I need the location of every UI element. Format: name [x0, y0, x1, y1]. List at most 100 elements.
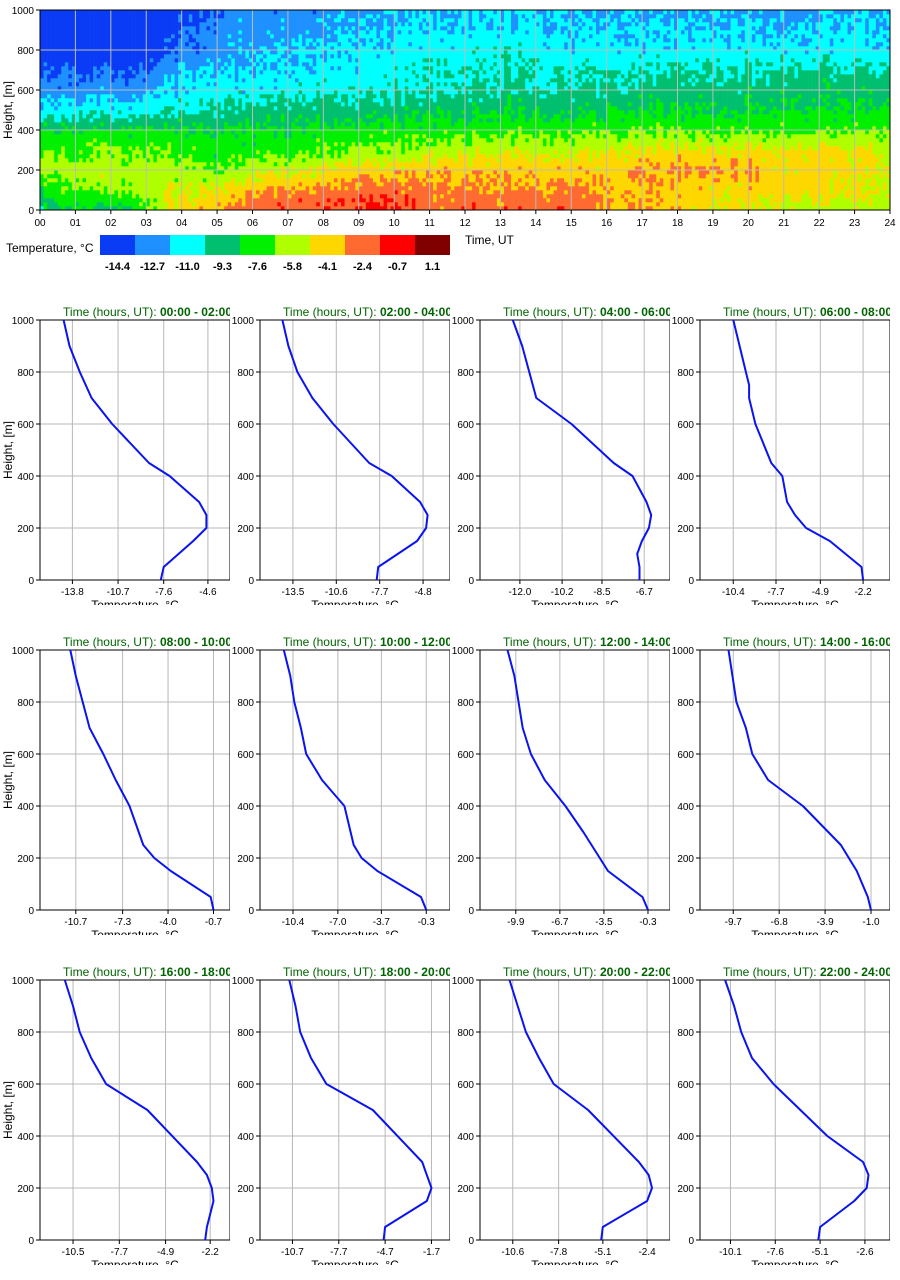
heatmap-cell — [57, 170, 62, 175]
heatmap-cell — [333, 162, 338, 167]
heatmap-cell — [213, 150, 218, 155]
heatmap-cell — [744, 174, 749, 179]
heatmap-cell — [43, 174, 48, 179]
heatmap-cell — [213, 126, 218, 131]
heatmap-cell — [681, 202, 685, 207]
heatmap-cell — [68, 146, 73, 151]
heatmap-cell — [397, 194, 402, 199]
heatmap-cell — [865, 178, 870, 183]
heatmap-cell — [376, 130, 381, 135]
heatmap-cell — [227, 206, 232, 211]
heatmap-cell — [783, 202, 788, 207]
heatmap-cell — [160, 202, 165, 207]
heatmap-cell — [107, 134, 112, 139]
heatmap-cell — [720, 158, 724, 163]
heatmap-cell — [114, 170, 119, 175]
heatmap-cell — [309, 198, 314, 203]
heatmap-cell — [624, 142, 629, 147]
heatmap-cell — [47, 206, 51, 211]
heatmap-cell — [606, 170, 611, 175]
heatmap-cell — [68, 186, 73, 191]
heatmap-cell — [394, 182, 399, 187]
heatmap-cell — [206, 154, 211, 159]
heatmap-cell — [86, 130, 90, 135]
heatmap-cell — [156, 158, 161, 163]
heatmap-cell — [245, 138, 250, 143]
heatmap-cell — [751, 190, 756, 195]
heatmap-cell — [805, 146, 809, 151]
heatmap-cell — [620, 186, 625, 191]
heatmap-cell — [712, 174, 717, 179]
heatmap-cell — [192, 198, 197, 203]
heatmap-cell — [592, 162, 597, 167]
heatmap-cell — [705, 130, 710, 135]
heatmap-cell — [808, 190, 813, 195]
heatmap-cell — [220, 130, 225, 135]
heatmap-cell — [277, 158, 282, 163]
heatmap-cell — [705, 138, 710, 143]
heatmap-cell — [557, 182, 561, 187]
heatmap-cell — [358, 162, 363, 167]
heatmap-cell — [507, 134, 512, 139]
heatmap-cell — [362, 198, 367, 203]
heatmap-cell — [596, 198, 600, 203]
heatmap-cell — [780, 198, 785, 203]
heatmap-cell — [496, 166, 501, 171]
heatmap-cell — [737, 134, 742, 139]
heatmap-cell — [149, 146, 154, 151]
heatmap-cell — [217, 134, 221, 139]
heatmap-cell — [716, 150, 721, 155]
heatmap-cell — [868, 150, 873, 155]
heatmap-cell — [585, 158, 590, 163]
heatmap-cell — [163, 158, 168, 163]
heatmap-cell — [457, 206, 462, 211]
heatmap-cell — [635, 146, 639, 151]
heatmap-cell — [507, 174, 512, 179]
heatmap-cell — [787, 206, 792, 211]
heatmap-cell — [390, 130, 395, 135]
heatmap-cell — [588, 194, 593, 199]
heatmap-cell — [858, 198, 862, 203]
heatmap-cell — [380, 130, 384, 135]
heatmap-cell — [812, 154, 816, 159]
heatmap-cell — [766, 162, 770, 167]
heatmap-cell — [355, 166, 360, 171]
heatmap-cell — [730, 126, 735, 131]
heatmap-cell — [748, 150, 753, 155]
heatmap-cell — [326, 126, 331, 131]
heatmap-cell — [507, 194, 512, 199]
heatmap-cell — [748, 142, 753, 147]
heatmap-cell — [702, 182, 707, 187]
heatmap-cell — [302, 134, 306, 139]
heatmap-cell — [337, 206, 342, 211]
heatmap-cell — [302, 150, 306, 155]
heatmap-cell — [266, 170, 271, 175]
heatmap-cell — [645, 134, 650, 139]
heatmap-cell — [684, 198, 689, 203]
heatmap-cell — [560, 202, 565, 207]
heatmap-cell — [121, 198, 126, 203]
heatmap-cell — [635, 206, 639, 211]
heatmap-cell — [748, 170, 753, 175]
heatmap-cell — [737, 146, 742, 151]
heatmap-cell — [574, 206, 579, 211]
heatmap-cell — [195, 202, 200, 207]
heatmap-cell — [259, 206, 264, 211]
heatmap-cell — [433, 194, 437, 199]
heatmap-cell — [670, 194, 675, 199]
heatmap-cell — [259, 130, 264, 135]
heatmap-cell — [75, 182, 80, 187]
heatmap-cell — [344, 178, 349, 183]
heatmap-cell — [178, 194, 182, 199]
heatmap-cell — [585, 202, 590, 207]
heatmap-cell — [606, 154, 611, 159]
heatmap-cell — [231, 182, 236, 187]
heatmap-cell — [794, 134, 799, 139]
heatmap-cell — [273, 186, 278, 191]
heatmap-cell — [493, 194, 498, 199]
heatmap-cell — [277, 130, 282, 135]
heatmap-cell — [801, 186, 806, 191]
heatmap-cell — [178, 174, 182, 179]
heatmap-cell — [525, 146, 530, 151]
heatmap-cell — [78, 178, 83, 183]
